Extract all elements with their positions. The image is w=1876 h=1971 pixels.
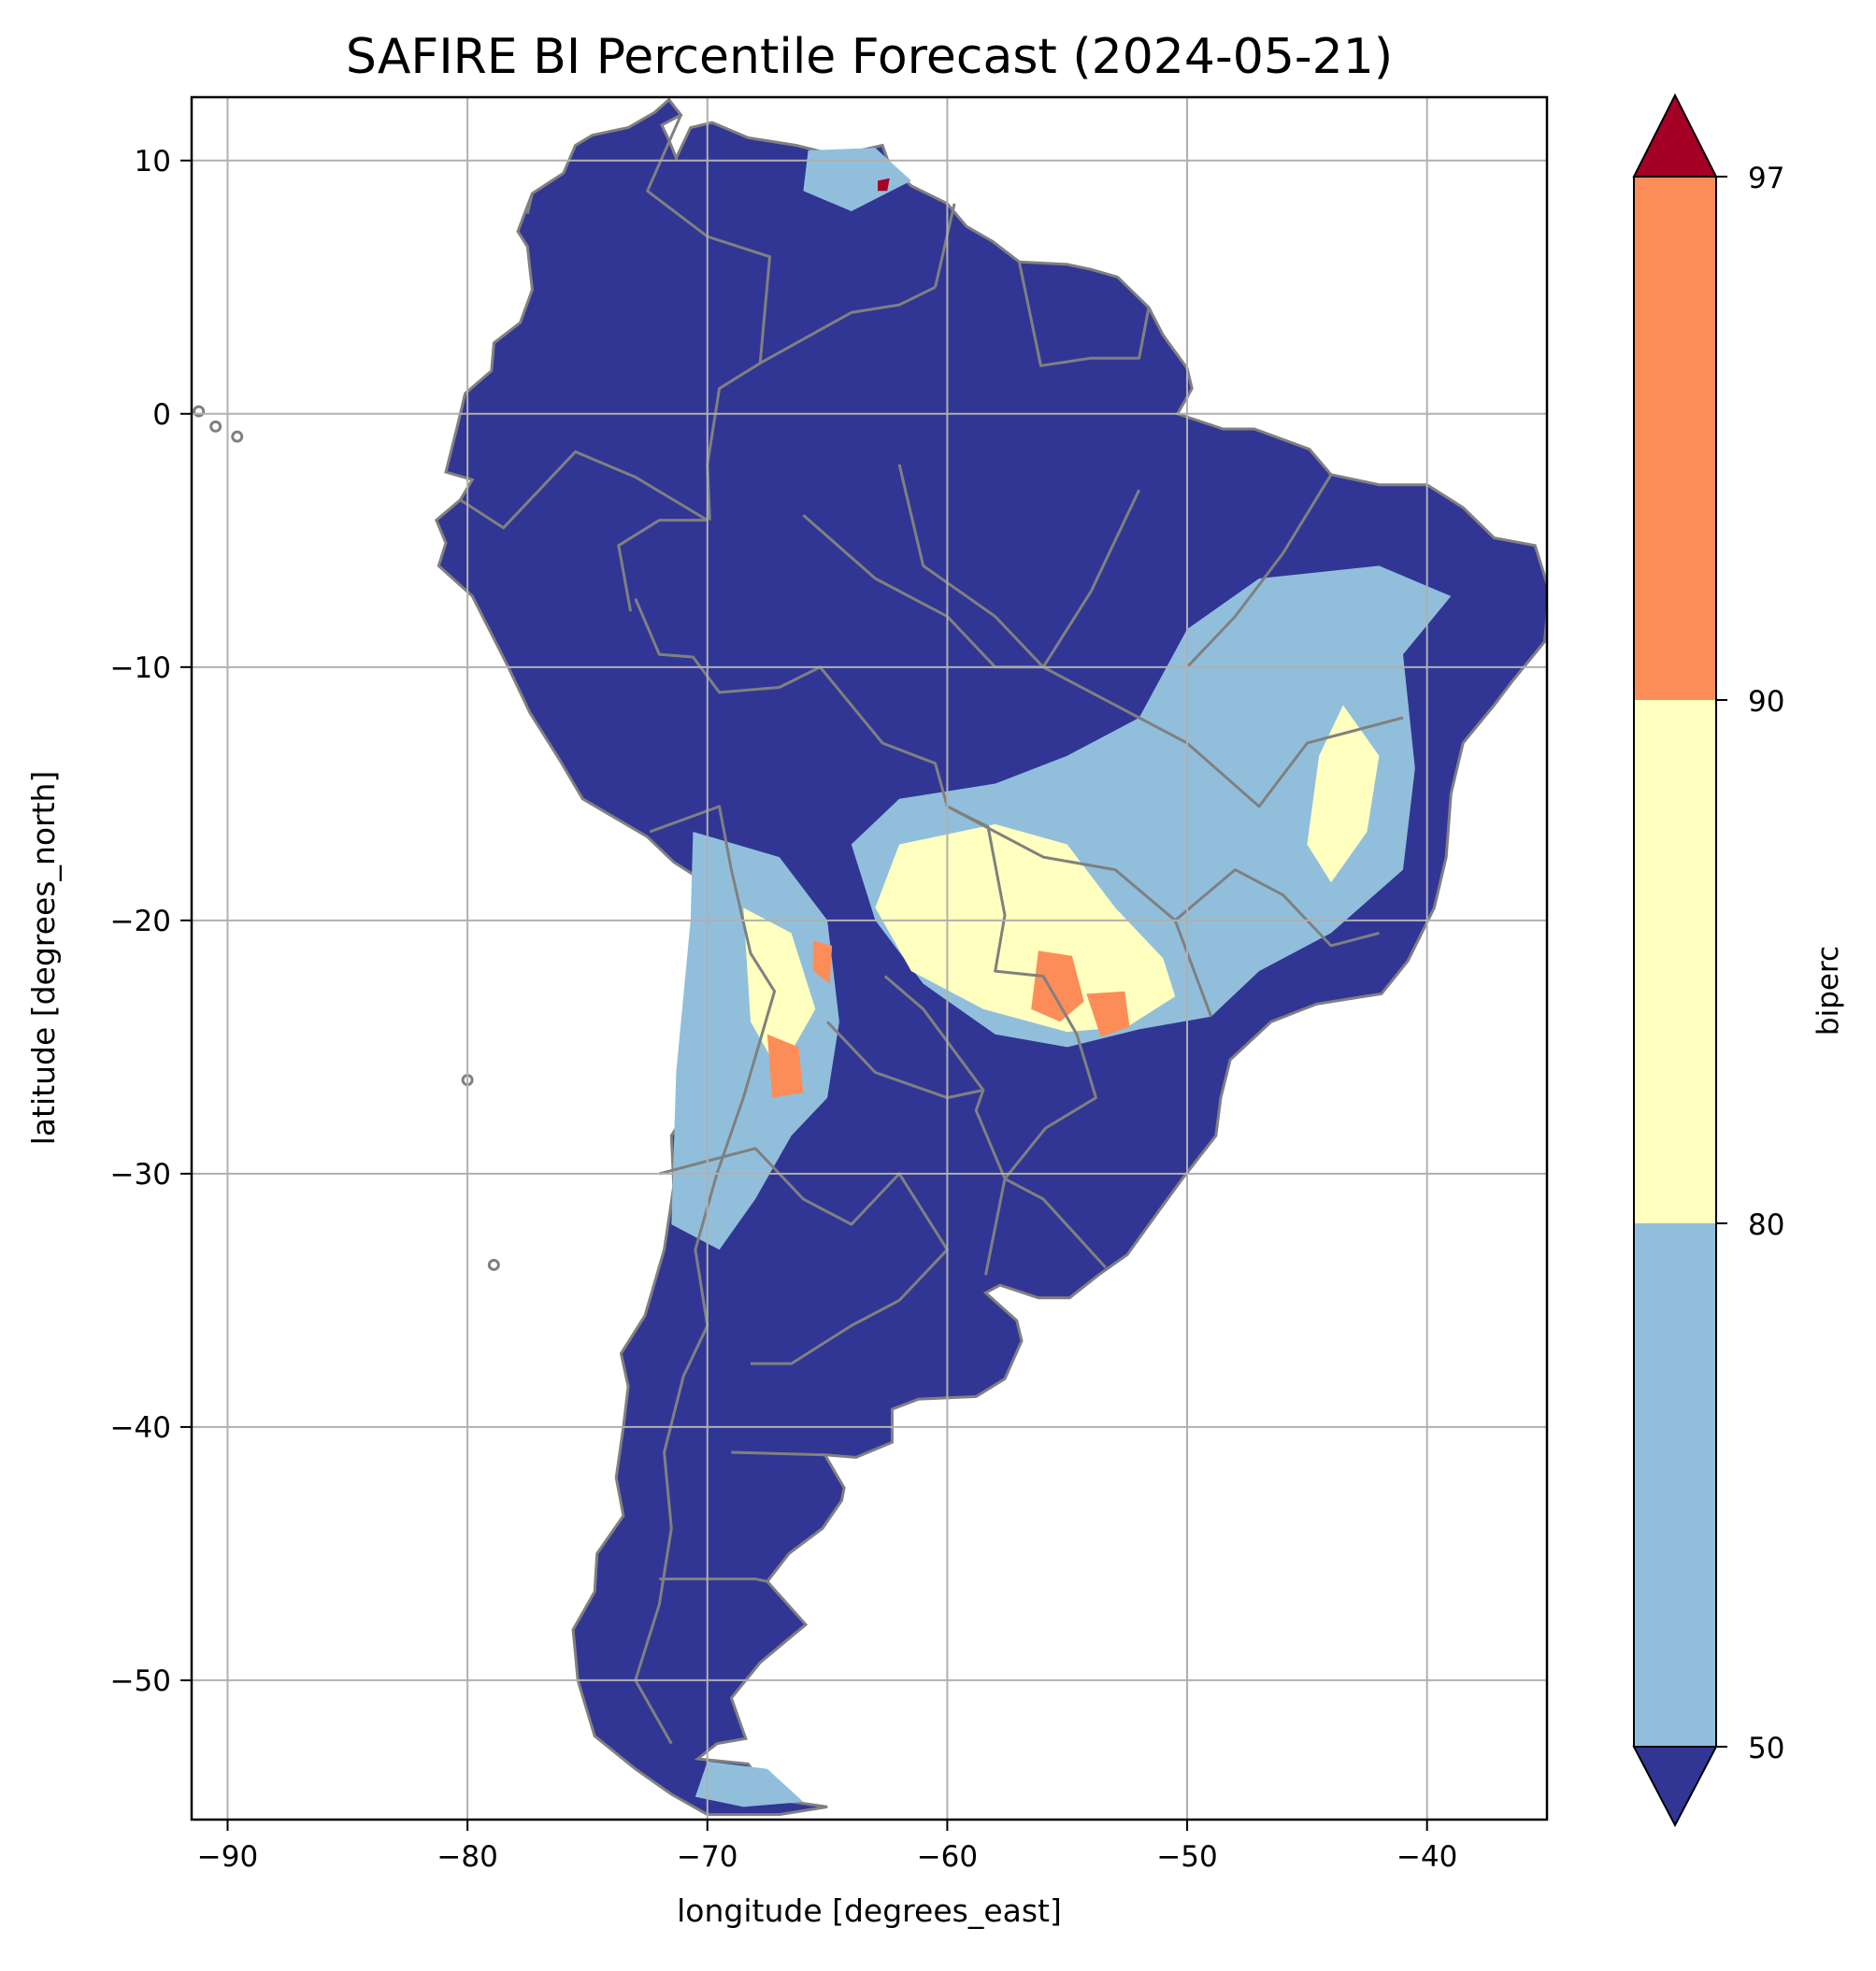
boundary-line [1042, 665, 1404, 808]
colorbar-segment-50-80 [1634, 1223, 1716, 1747]
x-tick-label: −50 [1156, 1840, 1217, 1874]
region-50-80-patagonia [695, 1761, 804, 1807]
region-50-80-andes [671, 832, 839, 1250]
boundary-line [1185, 474, 1333, 668]
colorbar-segment-80-90 [1634, 700, 1716, 1223]
y-tick-label: 10 [135, 145, 171, 179]
colorbar-tick-97: 97 [1748, 162, 1784, 195]
boundary-line [984, 1178, 1007, 1276]
chart-title: SAFIRE BI Percentile Forecast (2024-05-2… [346, 29, 1393, 85]
region-80-90-east [1307, 705, 1380, 883]
region-90-97-andes-a [766, 1034, 804, 1098]
x-axis-label: longitude [degrees_east] [677, 1892, 1062, 1929]
boundary-line [731, 1450, 825, 1457]
x-tick-label: −70 [677, 1840, 738, 1874]
x-tick-label: −60 [917, 1840, 978, 1874]
y-tick-label: −30 [110, 1158, 171, 1192]
x-tick-label: −90 [197, 1840, 258, 1874]
y-tick-label: −40 [110, 1411, 171, 1445]
island-outline [193, 405, 206, 418]
boundary-line [1017, 261, 1151, 367]
boundary-line [1174, 868, 1380, 948]
colorbar-label: biperc [1812, 946, 1845, 1035]
y-tick-label: −50 [110, 1664, 171, 1698]
y-tick-label: −20 [110, 905, 171, 938]
island-outline [209, 420, 222, 433]
colorbar: 97 90 80 50 biperc [1632, 93, 1845, 1828]
anomaly-layer [671, 148, 1452, 1807]
grid-layer [192, 97, 1547, 1820]
x-ticks: −90 −80 −70 −60 −50 −40 [197, 1820, 1457, 1874]
boundary-line [525, 193, 534, 215]
region-above-97 [878, 178, 890, 192]
boundary-line [649, 805, 733, 870]
y-ticks: 10 0 −10 −20 −30 −40 −50 [110, 145, 192, 1698]
region-90-97-paraguay [1031, 950, 1084, 1022]
boundary-line [897, 464, 1045, 668]
colorbar-frame [1633, 176, 1717, 1748]
island-outline [487, 1258, 500, 1271]
colorbar-segment-90-97 [1634, 177, 1716, 700]
boundary-line [617, 519, 708, 612]
map-axes: −90 −80 −70 −60 −50 −40 10 0 −10 −20 −30 −40 −50 lo… [25, 95, 1549, 1929]
boundary-line [659, 1578, 768, 1583]
region-50-80-venezuela [803, 148, 911, 211]
colorbar-tick-80: 80 [1748, 1208, 1784, 1242]
colorbar-upper-extension [1632, 93, 1718, 178]
x-tick-label: −40 [1396, 1840, 1457, 1874]
boundary-line [459, 450, 709, 530]
island-outline [231, 430, 244, 443]
boundary-line [826, 1021, 984, 1100]
x-tick-label: −80 [437, 1840, 497, 1874]
colorbar-tick-90: 90 [1748, 685, 1784, 719]
colorbar-lower-extension [1632, 1746, 1718, 1828]
y-tick-label: −10 [110, 651, 171, 685]
y-tick-label: 0 [152, 398, 171, 432]
boundary-line [934, 203, 956, 288]
y-axis-label: latitude [degrees_north] [25, 771, 62, 1146]
axes-frame [190, 95, 1549, 1821]
region-80-90-parana [875, 823, 1176, 1033]
boundary-line [802, 514, 949, 618]
colorbar-tick-50: 50 [1748, 1732, 1784, 1765]
region-90-97-andes-b [812, 940, 833, 984]
region-90-97-parana [1086, 991, 1130, 1037]
